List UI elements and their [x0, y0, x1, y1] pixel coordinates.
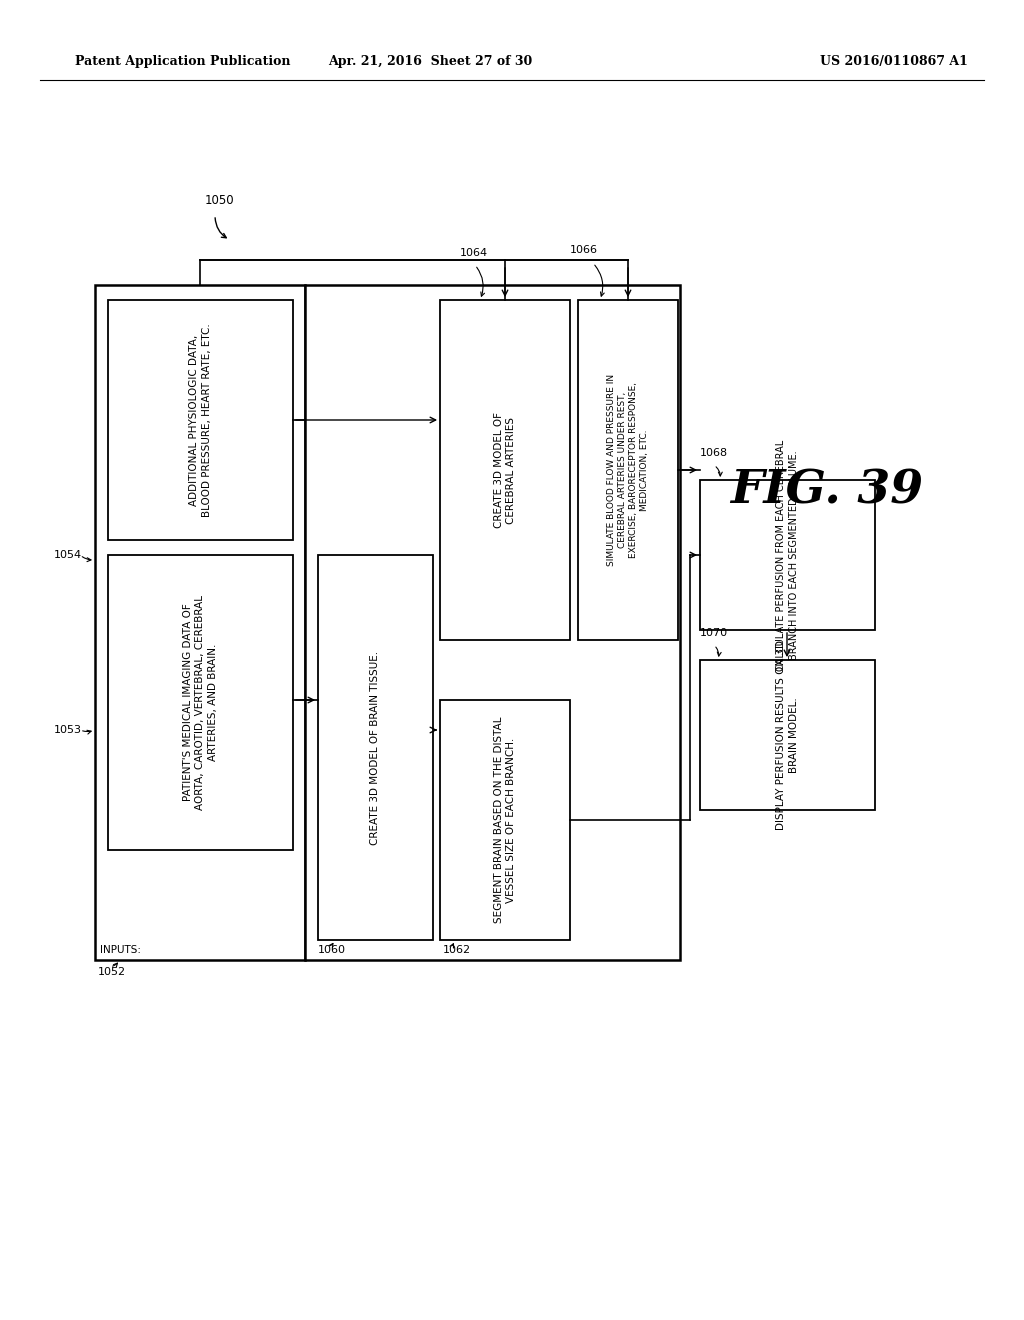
- Text: 1052: 1052: [98, 968, 126, 977]
- Text: SIMULATE BLOOD FLOW AND PRESSURE IN
CEREBRAL ARTERIES UNDER REST,
EXERCISE, BARO: SIMULATE BLOOD FLOW AND PRESSURE IN CERE…: [607, 374, 649, 566]
- Bar: [318, 554, 433, 940]
- Text: CALCULATE PERFUSION FROM EACH CEREBRAL
BRANCH INTO EACH SEGMENTED VOLUME.: CALCULATE PERFUSION FROM EACH CEREBRAL B…: [776, 440, 799, 671]
- Text: INPUTS:: INPUTS:: [100, 945, 141, 954]
- Text: 1066: 1066: [570, 246, 598, 255]
- Text: 1060: 1060: [318, 945, 346, 954]
- Text: FIG. 39: FIG. 39: [730, 467, 923, 513]
- Text: CREATE 3D MODEL OF
CEREBRAL ARTERIES: CREATE 3D MODEL OF CEREBRAL ARTERIES: [494, 412, 516, 528]
- Text: US 2016/0110867 A1: US 2016/0110867 A1: [820, 55, 968, 69]
- Bar: [440, 300, 570, 640]
- Text: 1068: 1068: [700, 447, 728, 458]
- Text: DISPLAY PERFUSION RESULTS ON 3D
BRAIN MODEL.: DISPLAY PERFUSION RESULTS ON 3D BRAIN MO…: [776, 640, 799, 830]
- Text: PATIENT'S MEDICAL IMAGING DATA OF
AORTA, CAROTID, VERTEBRAL, CEREBRAL
ARTERIES, : PATIENT'S MEDICAL IMAGING DATA OF AORTA,…: [183, 595, 218, 810]
- Bar: [108, 554, 293, 850]
- Text: 1064: 1064: [460, 248, 488, 257]
- Text: ADDITIONAL PHYSIOLOGIC DATA,
BLOOD PRESSURE, HEART RATE, ETC.: ADDITIONAL PHYSIOLOGIC DATA, BLOOD PRESS…: [189, 323, 212, 517]
- Text: Apr. 21, 2016  Sheet 27 of 30: Apr. 21, 2016 Sheet 27 of 30: [328, 55, 532, 69]
- Text: 1070: 1070: [700, 628, 728, 638]
- Text: 1050: 1050: [205, 194, 234, 206]
- Bar: [440, 700, 570, 940]
- Text: 1062: 1062: [443, 945, 471, 954]
- Bar: [578, 300, 678, 640]
- Text: 1053: 1053: [54, 725, 82, 735]
- Bar: [700, 660, 874, 810]
- Text: 1054: 1054: [54, 550, 82, 560]
- Text: Patent Application Publication: Patent Application Publication: [75, 55, 291, 69]
- Text: CREATE 3D MODEL OF BRAIN TISSUE.: CREATE 3D MODEL OF BRAIN TISSUE.: [371, 651, 381, 845]
- Bar: [305, 285, 680, 960]
- Bar: [700, 480, 874, 630]
- Bar: [95, 285, 305, 960]
- Bar: [108, 300, 293, 540]
- Text: SEGMENT BRAIN BASED ON THE DISTAL
VESSEL SIZE OF EACH BRANCH.: SEGMENT BRAIN BASED ON THE DISTAL VESSEL…: [494, 717, 516, 923]
